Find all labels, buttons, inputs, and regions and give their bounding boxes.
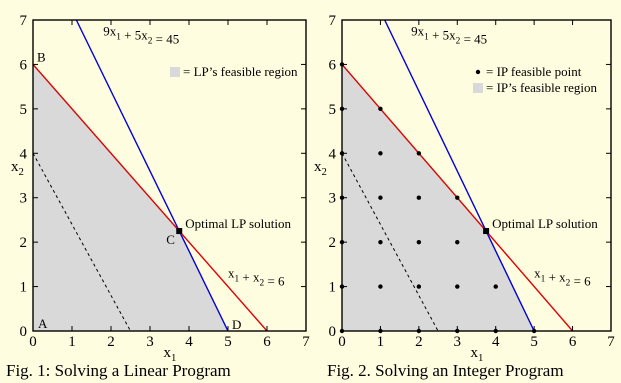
y-tick-label: 2 (20, 235, 28, 251)
x-tick-label: 6 (263, 334, 271, 350)
x-tick-label: 1 (68, 334, 76, 350)
constraint-line-2 (342, 63, 574, 331)
ip-feasible-point (455, 195, 460, 200)
y-axis-label: x2 (314, 159, 327, 178)
x-tick-label: 5 (224, 334, 232, 350)
ip-feasible-point (416, 239, 422, 245)
y-tick-label: 5 (329, 102, 337, 118)
y-tick-label: 1 (329, 280, 337, 296)
blue-line-label: 9x1 + 5x2 = 45 (411, 24, 487, 47)
x-tick-label: 4 (185, 334, 193, 350)
y-tick-label: 2 (329, 235, 337, 251)
plot-frame (341, 19, 612, 332)
x-axis-label: x1 (471, 345, 484, 364)
constraint-line-2 (33, 63, 268, 331)
x-tick-label: 0 (338, 334, 346, 350)
figure-2-caption: Fig. 2. Solving an Integer Program (327, 361, 564, 380)
optimal-point (176, 228, 183, 235)
red-line-label: x1 + x2 = 6 (534, 266, 591, 289)
x-tick-label: 6 (569, 334, 577, 350)
chart-2: 0 1 2 3 4 5 6 7 0 1 2 3 4 5 6 7 x1 x2 9x1 + 5x2 = 45 x1 + x… (314, 13, 615, 364)
optimal-lp-label: Optimal LP solution (185, 216, 291, 231)
x-tick-label: 7 (607, 334, 615, 350)
feasible-region (342, 64, 535, 331)
x-tick-label: 5 (530, 334, 538, 350)
ip-feasible-point (416, 195, 422, 200)
x-tick-label: 1 (377, 334, 385, 350)
ip-feasible-point (378, 284, 383, 289)
ip-feasible-point (455, 284, 460, 289)
ip-feasible-point (378, 239, 383, 245)
ip-feasible-point (493, 284, 498, 289)
plot-frame (32, 19, 307, 332)
legend-label: = IP’s feasible region (486, 80, 597, 95)
ip-feasible-point (378, 195, 383, 200)
x-tick-label: 2 (107, 334, 115, 350)
plot-lines (342, 20, 574, 331)
legend-swatch-region (473, 83, 483, 93)
y-tick-label: 3 (20, 191, 28, 207)
dashed-objective-line (33, 153, 131, 331)
x-tick-label: 0 (29, 334, 37, 350)
y-tick-label: 6 (20, 57, 28, 73)
blue-line-label: 9x1 + 5x2 = 45 (103, 24, 179, 47)
x-axis-label: x1 (164, 345, 177, 364)
ip-feasible-point (378, 106, 383, 112)
y-axis-label: x2 (11, 159, 24, 178)
x-tick-label: 7 (302, 334, 310, 350)
y-tick-label: 0 (20, 324, 28, 340)
x-tick-label: 3 (454, 334, 462, 350)
feasible-region (33, 64, 228, 331)
constraint-line-1 (75, 20, 229, 331)
vertex-label-c: C (166, 232, 175, 247)
ip-feasible-point (416, 151, 422, 156)
y-tick-label: 4 (329, 146, 337, 162)
dashed-objective-line (342, 153, 439, 331)
plot-lines (33, 20, 268, 331)
constraint-line-1 (384, 20, 535, 331)
x-tick-label: 4 (492, 334, 500, 350)
legend-label: = LP’s feasible region (183, 64, 298, 79)
y-tick-label: 4 (20, 146, 28, 162)
x-tick-label: 3 (146, 334, 154, 350)
ip-feasible-point (416, 284, 422, 289)
x-tick-label: 2 (415, 334, 423, 350)
red-line-label: x1 + x2 = 6 (228, 266, 285, 289)
legend-swatch-point (475, 69, 481, 75)
legend-swatch-region (170, 67, 180, 77)
y-tick-label: 0 (329, 324, 337, 340)
figure-1-caption: Fig. 1: Solving a Linear Program (6, 361, 231, 380)
y-tick-label: 6 (329, 57, 337, 73)
ip-feasible-point (378, 151, 383, 156)
ip-feasible-point (455, 239, 460, 245)
legend-label: = IP feasible point (486, 64, 582, 79)
y-tick-label: 3 (329, 191, 337, 207)
vertex-label-a: A (38, 316, 48, 331)
y-tick-label: 1 (20, 280, 28, 296)
chart-1: 0 1 2 3 4 5 6 7 0 1 2 3 4 5 6 7 x1 x2 9x1 + 5x2 = 45 x1 + x… (11, 13, 310, 364)
y-tick-label: 7 (329, 13, 337, 29)
vertex-label-b: B (37, 49, 46, 64)
vertex-label-d: D (232, 317, 241, 332)
y-tick-label: 7 (20, 13, 28, 29)
optimal-lp-label: Optimal LP solution (492, 216, 598, 231)
y-tick-label: 5 (20, 102, 28, 118)
optimal-point (483, 228, 490, 235)
